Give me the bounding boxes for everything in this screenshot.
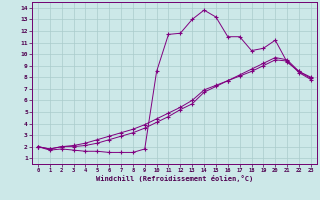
X-axis label: Windchill (Refroidissement éolien,°C): Windchill (Refroidissement éolien,°C)	[96, 175, 253, 182]
